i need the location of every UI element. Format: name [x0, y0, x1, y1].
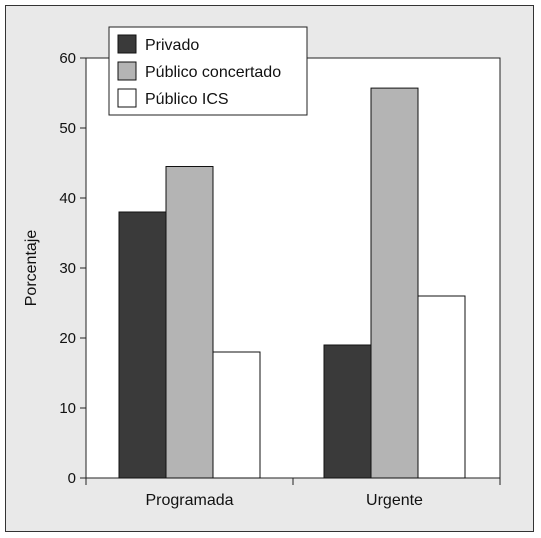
y-tick-label: 60	[59, 50, 76, 67]
legend-label: Público ICS	[145, 91, 229, 108]
bar-programada-2	[165, 166, 214, 479]
y-tick-label: 50	[59, 120, 76, 137]
bar-chart: 0 10 20 30 40 50 60 Programada Urgente Porcenta…	[23, 26, 501, 509]
bar-urgente-1	[323, 344, 372, 479]
legend-label: Público concertado	[145, 64, 281, 81]
legend-label: Privado	[145, 37, 199, 54]
y-tick-label: 40	[59, 190, 76, 207]
legend-swatch	[117, 61, 137, 81]
y-tick-label: 10	[59, 400, 76, 417]
x-tick-label: Urgente	[366, 492, 423, 509]
chart-frame: 0 10 20 30 40 50 60 Programada Urgente Porcenta…	[5, 5, 534, 532]
bar-urgente-2	[370, 87, 419, 479]
bar-urgente-3	[417, 295, 466, 479]
legend-swatch	[117, 88, 137, 108]
legend: Privado Público concertado Público ICS	[108, 26, 308, 116]
x-tick-label: Programada	[145, 492, 233, 509]
bar-programada-3	[212, 351, 261, 479]
y-tick-label: 30	[59, 260, 76, 277]
bar-programada-1	[118, 211, 167, 479]
y-tick-label: 20	[59, 330, 76, 347]
legend-swatch	[117, 34, 137, 54]
y-axis-title: Porcentaje	[23, 230, 40, 307]
y-tick-label: 0	[68, 470, 76, 487]
legend-box	[108, 26, 308, 116]
